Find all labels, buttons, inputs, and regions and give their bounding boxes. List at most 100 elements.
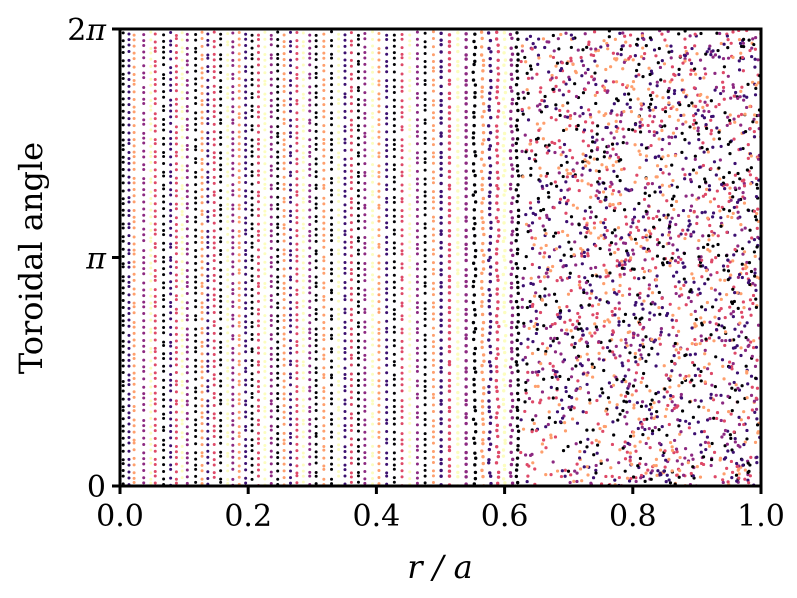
data-point bbox=[330, 449, 334, 453]
data-point bbox=[226, 162, 230, 166]
data-point bbox=[701, 234, 705, 238]
data-point bbox=[308, 167, 312, 171]
data-point bbox=[127, 168, 131, 172]
data-point bbox=[185, 220, 189, 224]
data-point bbox=[185, 234, 189, 238]
data-point bbox=[423, 150, 427, 154]
data-point bbox=[226, 278, 230, 282]
data-point bbox=[200, 44, 204, 48]
data-point bbox=[212, 52, 216, 56]
data-point bbox=[487, 288, 491, 292]
data-point bbox=[683, 138, 687, 142]
data-point bbox=[356, 397, 360, 401]
data-point bbox=[282, 431, 286, 435]
data-point bbox=[415, 161, 419, 165]
data-point bbox=[174, 44, 178, 48]
data-point bbox=[447, 175, 452, 179]
data-point bbox=[415, 118, 419, 122]
data-point bbox=[689, 72, 693, 76]
data-point bbox=[162, 50, 166, 54]
data-point bbox=[282, 175, 286, 179]
data-point bbox=[343, 294, 347, 298]
data-point bbox=[289, 209, 293, 213]
data-point bbox=[675, 450, 679, 454]
data-point bbox=[408, 108, 412, 112]
data-point bbox=[200, 247, 204, 251]
data-point bbox=[219, 196, 223, 200]
data-point bbox=[481, 320, 486, 325]
data-point bbox=[581, 410, 585, 414]
data-point bbox=[614, 160, 618, 164]
data-point bbox=[200, 305, 204, 309]
data-point bbox=[472, 110, 476, 115]
data-point bbox=[495, 330, 499, 334]
data-point bbox=[385, 379, 389, 383]
data-point bbox=[480, 304, 484, 308]
data-point bbox=[301, 318, 305, 322]
data-point bbox=[439, 121, 443, 125]
data-point bbox=[231, 121, 235, 125]
data-point bbox=[276, 226, 280, 230]
data-point bbox=[322, 183, 326, 187]
data-point bbox=[515, 155, 519, 160]
data-point bbox=[308, 46, 312, 50]
data-point bbox=[314, 142, 318, 146]
data-point bbox=[508, 32, 513, 37]
data-point bbox=[456, 105, 460, 109]
data-point bbox=[625, 102, 629, 106]
data-point bbox=[363, 174, 367, 178]
data-point bbox=[488, 144, 493, 148]
data-point bbox=[515, 169, 520, 173]
data-point bbox=[180, 164, 184, 168]
data-point bbox=[121, 226, 125, 230]
data-point bbox=[392, 195, 396, 199]
data-point bbox=[237, 207, 241, 211]
data-point bbox=[244, 216, 248, 220]
data-point bbox=[501, 110, 506, 115]
data-point bbox=[301, 137, 305, 141]
data-point bbox=[194, 275, 198, 279]
data-point bbox=[415, 331, 419, 335]
data-point bbox=[162, 90, 166, 94]
data-point bbox=[330, 307, 334, 311]
data-point bbox=[219, 43, 223, 47]
data-point bbox=[579, 55, 583, 60]
data-point bbox=[377, 195, 381, 199]
data-point bbox=[431, 248, 435, 252]
data-point bbox=[717, 316, 721, 321]
data-point bbox=[464, 402, 468, 407]
data-point bbox=[488, 265, 493, 269]
data-point bbox=[542, 324, 546, 328]
data-point bbox=[194, 346, 198, 350]
data-point bbox=[256, 351, 260, 355]
data-point bbox=[237, 271, 241, 275]
data-point bbox=[269, 239, 273, 243]
data-point bbox=[330, 248, 334, 252]
data-point bbox=[289, 417, 293, 421]
data-point bbox=[206, 32, 210, 36]
data-point bbox=[747, 240, 751, 244]
data-point bbox=[295, 131, 299, 135]
data-point bbox=[185, 285, 189, 289]
data-point bbox=[256, 95, 260, 99]
data-point bbox=[244, 455, 248, 459]
data-point bbox=[219, 103, 223, 107]
data-point bbox=[282, 143, 286, 146]
data-point bbox=[162, 207, 166, 211]
data-point bbox=[212, 254, 216, 257]
data-point bbox=[337, 443, 341, 447]
data-point bbox=[408, 319, 412, 323]
data-point bbox=[289, 228, 293, 232]
data-point bbox=[269, 462, 273, 466]
data-point bbox=[269, 130, 273, 134]
data-point bbox=[431, 281, 435, 285]
data-point bbox=[244, 462, 248, 465]
data-point bbox=[371, 415, 375, 419]
data-point bbox=[487, 399, 491, 403]
data-point bbox=[180, 404, 184, 408]
data-point bbox=[153, 274, 157, 278]
data-point bbox=[226, 295, 230, 299]
data-point bbox=[185, 350, 189, 354]
data-point bbox=[481, 220, 485, 225]
data-point bbox=[206, 229, 210, 233]
